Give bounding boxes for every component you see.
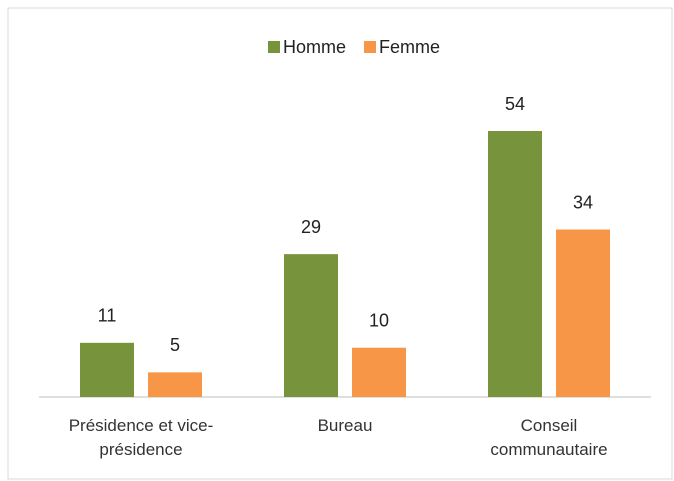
- value-label: 54: [505, 94, 525, 114]
- x-tick-label: Présidence et vice- présidence: [68, 416, 214, 459]
- value-label: 29: [301, 217, 321, 237]
- bar: [148, 372, 202, 397]
- legend-swatch: [268, 41, 280, 53]
- x-tick-label: Conseil communautaire: [490, 416, 608, 459]
- legend-label: Femme: [379, 37, 440, 57]
- legend-swatch: [364, 41, 377, 53]
- bar: [284, 254, 338, 397]
- bar: [488, 131, 542, 397]
- bar: [352, 347, 406, 397]
- value-label: 10: [369, 310, 389, 330]
- bar: [80, 342, 134, 397]
- value-label: 34: [573, 192, 593, 212]
- chart-frame: [7, 7, 673, 480]
- value-label: 5: [170, 335, 180, 355]
- x-tick-label: Bureau: [317, 416, 373, 435]
- bar: [556, 229, 610, 397]
- value-label: 11: [98, 306, 117, 326]
- legend-label: Homme: [283, 37, 346, 57]
